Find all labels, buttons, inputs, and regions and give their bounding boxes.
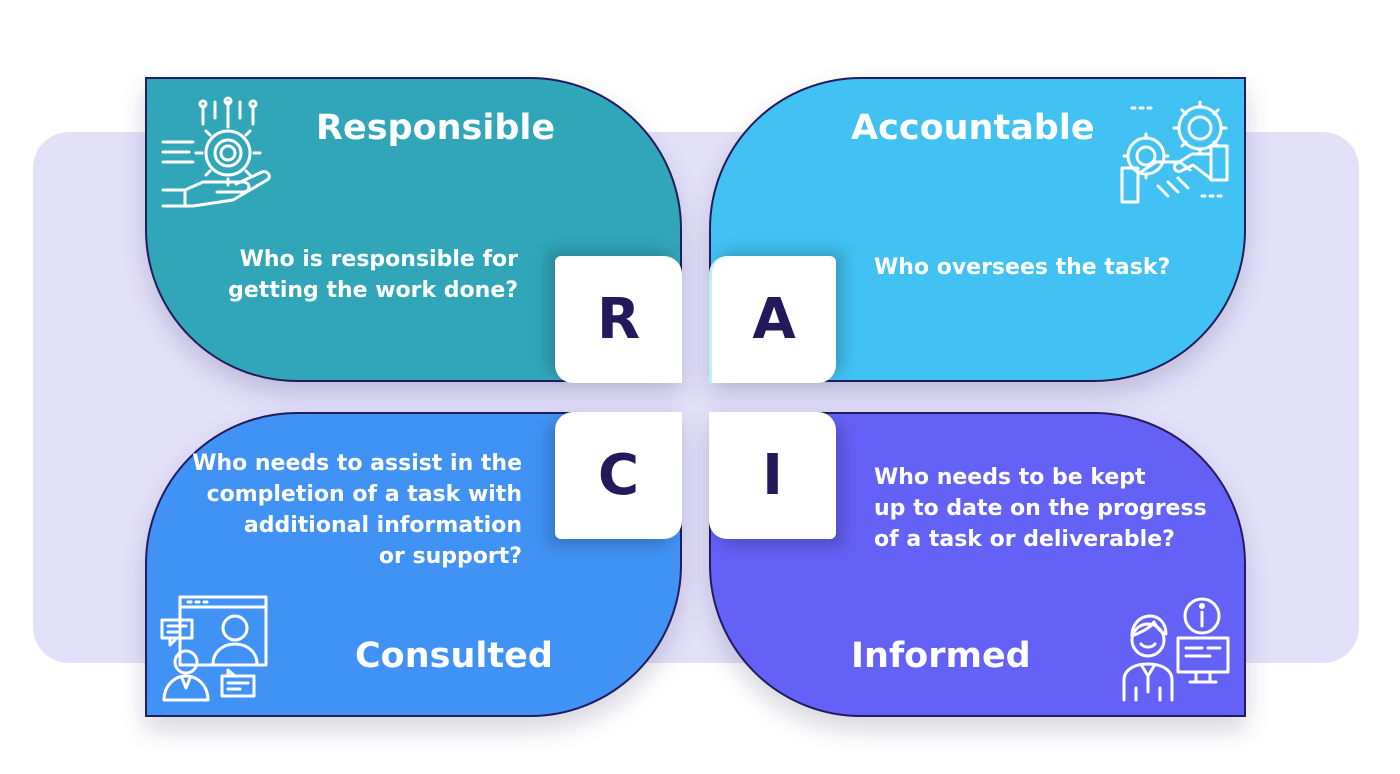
letter-box-c: C <box>555 412 682 539</box>
informed-question-line: up to date on the progress <box>874 496 1207 521</box>
gear-hand-icon <box>160 96 275 213</box>
letter-i: I <box>762 443 783 508</box>
letter-r: R <box>596 287 641 352</box>
informed-question: Who needs to be kept up to date on the p… <box>874 462 1207 555</box>
video-call-icon <box>160 594 270 702</box>
letter-a: A <box>752 287 796 352</box>
letter-c: C <box>597 443 640 508</box>
letter-box-a: A <box>709 256 836 383</box>
accountable-question-line: Who oversees the task? <box>874 255 1171 280</box>
consulted-question: Who needs to assist in the completion of… <box>192 448 522 572</box>
handshake-gears-icon <box>1118 98 1233 208</box>
consulted-question-line: additional information <box>243 513 522 538</box>
letter-box-r: R <box>555 256 682 383</box>
person-info-computer-icon <box>1120 594 1232 702</box>
consulted-question-line: completion of a task with <box>206 482 522 507</box>
consulted-question-line: Who needs to assist in the <box>192 451 522 476</box>
consulted-question-line: or support? <box>378 544 522 569</box>
consulted-title: Consulted <box>355 636 553 676</box>
letter-box-i: I <box>709 412 836 539</box>
accountable-title: Accountable <box>851 108 1095 148</box>
informed-question-line: Who needs to be kept <box>874 465 1146 490</box>
accountable-question: Who oversees the task? <box>874 252 1170 283</box>
informed-question-line: of a task or deliverable? <box>874 527 1175 552</box>
responsible-question-line: Who is responsible for <box>239 247 518 272</box>
responsible-title: Responsible <box>316 108 556 148</box>
informed-title: Informed <box>851 636 1031 676</box>
responsible-question: Who is responsible for getting the work … <box>228 244 518 306</box>
responsible-question-line: getting the work done? <box>228 278 518 303</box>
